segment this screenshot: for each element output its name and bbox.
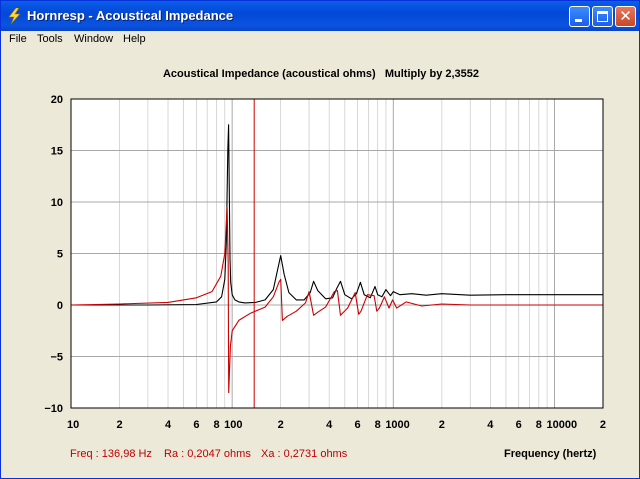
plot-frame [70, 98, 604, 409]
x-tick-label-4: 8 [213, 419, 219, 431]
y-tick-label-5: −5 [50, 352, 63, 364]
y-tick-label-2: 10 [51, 197, 63, 209]
y-tick-label-6: −10 [44, 403, 63, 415]
close-icon: ✕ [619, 7, 632, 25]
impedance-chart[interactable]: 20 15 10 5 0 −5 −10 10 2 4 6 8 100 2 4 6 8 1000 2 4 6 8 10000 2 [1, 49, 639, 478]
status-frequency: Freq : 136,98 Hz [70, 448, 152, 460]
x-tick-label-0: 10 [67, 419, 79, 431]
x-tick-label-15: 10000 [546, 419, 577, 431]
y-tick-label-1: 15 [51, 146, 63, 158]
minimize-button[interactable] [569, 6, 590, 27]
x-tick-label-11: 2 [439, 419, 445, 431]
status-ra: Ra : 0,2047 ohms [164, 448, 251, 460]
close-button[interactable]: ✕ [615, 6, 636, 27]
x-tick-label-13: 6 [516, 419, 522, 431]
menu-file[interactable]: File [9, 33, 27, 45]
y-tick-label-3: 5 [57, 249, 63, 261]
maximize-button[interactable] [592, 6, 613, 27]
menu-tools[interactable]: Tools [37, 33, 63, 45]
menu-bar: File Tools Window Help [1, 31, 639, 49]
x-tick-label-7: 4 [326, 419, 333, 431]
maximize-icon [597, 11, 608, 22]
y-tick-label-4: 0 [57, 300, 63, 312]
x-tick-label-12: 4 [487, 419, 494, 431]
x-tick-label-2: 4 [165, 419, 172, 431]
y-tick-label-0: 20 [51, 94, 63, 106]
x-tick-label-16: 2 [600, 419, 606, 431]
x-tick-label-6: 2 [278, 419, 284, 431]
menu-window[interactable]: Window [74, 33, 114, 45]
lightning-bolt-icon [8, 8, 21, 24]
x-tick-label-10: 1000 [385, 419, 409, 431]
menu-help[interactable]: Help [123, 33, 146, 45]
x-tick-label-5: 100 [224, 419, 242, 431]
x-tick-label-8: 6 [355, 419, 361, 431]
chart-title: Acoustical Impedance (acoustical ohms) M… [162, 68, 480, 80]
x-tick-label-9: 8 [375, 419, 381, 431]
chart-area: Acoustical Impedance (acoustical ohms) M… [1, 49, 639, 478]
title-bar[interactable]: Hornresp - Acoustical Impedance ✕ [1, 1, 639, 31]
series-line-ra [71, 124, 603, 306]
x-tick-label-14: 8 [536, 419, 542, 431]
x-axis-label: Frequency (hertz) [504, 448, 597, 460]
x-tick-label-1: 2 [116, 419, 122, 431]
window-title: Hornresp - Acoustical Impedance [27, 8, 234, 23]
series-line-xa [70, 206, 603, 394]
status-xa: Xa : 0,2731 ohms [261, 448, 348, 460]
minimize-icon [575, 19, 582, 22]
x-tick-label-3: 6 [193, 419, 199, 431]
